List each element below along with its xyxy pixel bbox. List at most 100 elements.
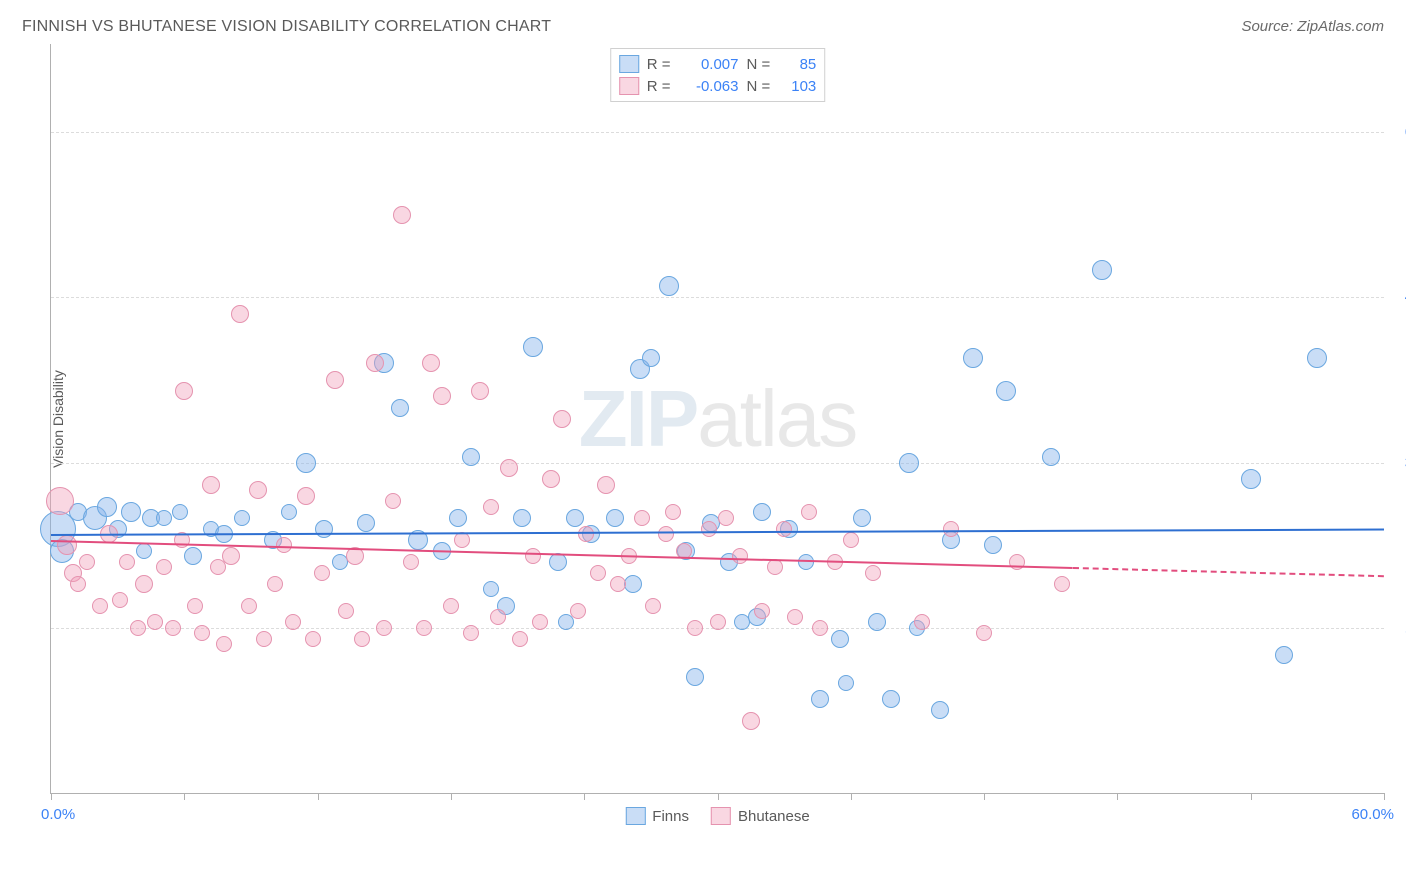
scatter-point: [267, 576, 283, 592]
scatter-point: [665, 504, 681, 520]
scatter-point: [624, 575, 642, 593]
scatter-point: [416, 620, 432, 636]
gridline: [51, 132, 1384, 133]
scatter-point: [843, 532, 859, 548]
x-tick: [1384, 793, 1385, 800]
scatter-point: [812, 620, 828, 636]
x-tick: [451, 793, 452, 800]
legend-N-value: 103: [778, 78, 816, 95]
scatter-point: [112, 592, 128, 608]
chart-title: FINNISH VS BHUTANESE VISION DISABILITY C…: [22, 18, 551, 36]
chart-container: Vision Disability ZIPatlas 1.5%3.0%4.5%6…: [50, 44, 1384, 844]
bottom-legend-item: Finns: [625, 807, 689, 825]
scatter-point: [868, 613, 886, 631]
scatter-point: [686, 668, 704, 686]
scatter-point: [566, 509, 584, 527]
scatter-point: [776, 521, 792, 537]
scatter-point: [490, 609, 506, 625]
scatter-point: [338, 603, 354, 619]
x-tick: [584, 793, 585, 800]
x-axis-max-label: 60.0%: [1351, 806, 1394, 823]
scatter-point: [121, 502, 141, 522]
x-tick: [51, 793, 52, 800]
scatter-point: [984, 536, 1002, 554]
legend-R-label: R =: [647, 56, 671, 73]
scatter-point: [443, 598, 459, 614]
scatter-point: [701, 521, 717, 537]
scatter-point: [463, 625, 479, 641]
scatter-point: [97, 497, 117, 517]
scatter-point: [1042, 448, 1060, 466]
scatter-point: [542, 470, 560, 488]
scatter-point: [471, 382, 489, 400]
legend-swatch: [619, 55, 639, 73]
scatter-point: [1241, 469, 1261, 489]
scatter-point: [184, 547, 202, 565]
legend-N-label: N =: [747, 56, 771, 73]
scatter-point: [315, 520, 333, 538]
scatter-point: [1092, 260, 1112, 280]
scatter-point: [597, 476, 615, 494]
x-tick: [1117, 793, 1118, 800]
scatter-point: [147, 614, 163, 630]
scatter-point: [838, 675, 854, 691]
scatter-point: [296, 453, 316, 473]
scatter-point: [483, 581, 499, 597]
scatter-point: [718, 510, 734, 526]
scatter-point: [385, 493, 401, 509]
legend-label: Bhutanese: [738, 808, 810, 825]
scatter-point: [513, 509, 531, 527]
scatter-point: [742, 712, 760, 730]
trend-line: [51, 529, 1384, 537]
scatter-point: [366, 354, 384, 372]
scatter-point: [500, 459, 518, 477]
bottom-legend-item: Bhutanese: [711, 807, 810, 825]
scatter-point: [687, 620, 703, 636]
scatter-point: [46, 487, 74, 515]
scatter-point: [57, 535, 77, 555]
legend-N-label: N =: [747, 78, 771, 95]
scatter-point: [92, 598, 108, 614]
trend-line: [1073, 567, 1384, 577]
scatter-point: [831, 630, 849, 648]
scatter-point: [403, 554, 419, 570]
scatter-point: [79, 554, 95, 570]
scatter-point: [732, 548, 748, 564]
scatter-point: [943, 521, 959, 537]
legend-N-value: 85: [778, 56, 816, 73]
x-tick: [984, 793, 985, 800]
scatter-point: [523, 337, 543, 357]
x-tick: [318, 793, 319, 800]
scatter-point: [281, 504, 297, 520]
scatter-point: [222, 547, 240, 565]
scatter-point: [914, 614, 930, 630]
scatter-point: [297, 487, 315, 505]
scatter-point: [156, 559, 172, 575]
legend-R-value: 0.007: [679, 56, 739, 73]
scatter-point: [996, 381, 1016, 401]
x-tick: [718, 793, 719, 800]
scatter-point: [801, 504, 817, 520]
scatter-point: [882, 690, 900, 708]
scatter-point: [249, 481, 267, 499]
scatter-point: [642, 349, 660, 367]
scatter-point: [241, 598, 257, 614]
legend-swatch: [619, 77, 639, 95]
scatter-point: [70, 576, 86, 592]
scatter-point: [165, 620, 181, 636]
plot-area: Vision Disability ZIPatlas 1.5%3.0%4.5%6…: [50, 44, 1384, 794]
source-attribution: Source: ZipAtlas.com: [1241, 18, 1384, 35]
scatter-point: [659, 276, 679, 296]
scatter-point: [754, 603, 770, 619]
bottom-legend: Finns Bhutanese: [625, 807, 809, 825]
stat-legend: R =0.007N =85R =-0.063N =103: [610, 48, 826, 102]
scatter-point: [931, 701, 949, 719]
scatter-point: [853, 509, 871, 527]
scatter-point: [610, 576, 626, 592]
scatter-point: [433, 387, 451, 405]
gridline: [51, 463, 1384, 464]
watermark-thin: atlas: [697, 374, 856, 463]
scatter-point: [787, 609, 803, 625]
scatter-point: [130, 620, 146, 636]
scatter-point: [483, 499, 499, 515]
